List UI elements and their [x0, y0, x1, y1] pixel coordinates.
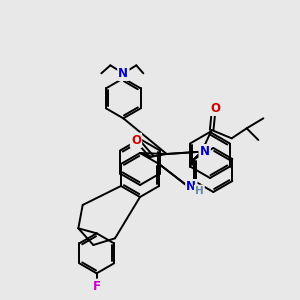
Text: N: N: [200, 145, 210, 158]
Text: O: O: [131, 134, 141, 147]
Text: N: N: [186, 180, 196, 193]
Text: H: H: [195, 186, 204, 196]
Text: O: O: [210, 102, 220, 115]
Text: N: N: [118, 67, 128, 80]
Text: F: F: [93, 280, 101, 293]
